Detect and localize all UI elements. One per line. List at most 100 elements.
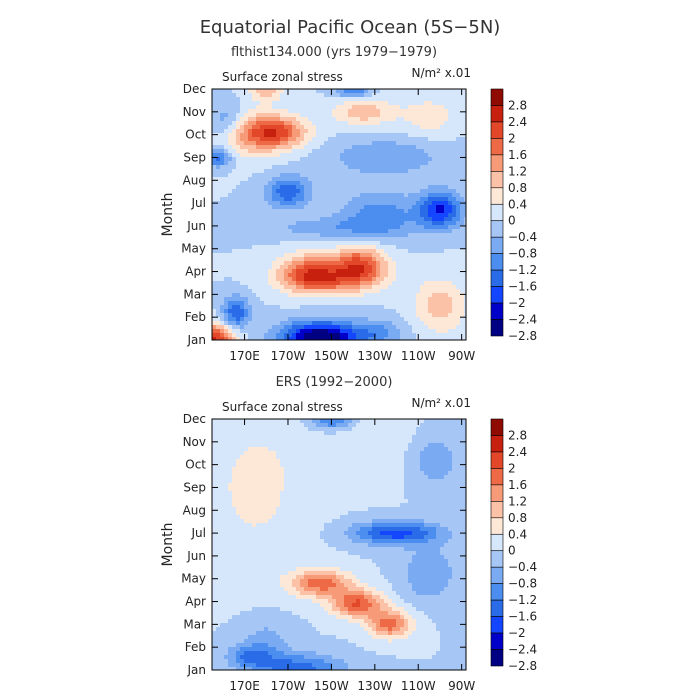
- field-cell: [348, 161, 353, 166]
- field-cell: [316, 201, 321, 206]
- field-cell: [336, 257, 341, 262]
- field-cell: [392, 305, 397, 310]
- field-cell: [308, 93, 313, 98]
- field-cell: [216, 233, 221, 238]
- field-cell: [248, 455, 253, 460]
- field-cell: [416, 169, 421, 174]
- y-tick-label: Sep: [183, 150, 206, 164]
- field-cell: [216, 217, 221, 222]
- field-cell: [372, 109, 377, 114]
- field-cell: [416, 221, 421, 226]
- field-cell: [448, 97, 453, 102]
- field-cell: [248, 253, 253, 258]
- field-cell: [224, 269, 229, 274]
- field-cell: [260, 273, 265, 278]
- field-cell: [260, 225, 265, 230]
- field-cell: [360, 435, 365, 440]
- field-cell: [292, 293, 297, 298]
- field-cell: [312, 109, 317, 114]
- field-cell: [336, 225, 341, 230]
- field-cell: [432, 141, 437, 146]
- field-cell: [372, 137, 377, 142]
- field-cell: [464, 257, 467, 262]
- field-cell: [232, 141, 237, 146]
- field-cell: [328, 261, 333, 266]
- field-cell: [232, 317, 237, 322]
- field-cell: [416, 201, 421, 206]
- field-cell: [284, 181, 289, 186]
- field-cell: [308, 133, 313, 138]
- field-cell: [368, 205, 373, 210]
- field-cell: [292, 133, 297, 138]
- field-cell: [380, 101, 385, 106]
- field-cell: [332, 89, 337, 94]
- colorbar-label: −2.8: [508, 329, 537, 343]
- field-cell: [212, 93, 217, 98]
- field-cell: [460, 253, 465, 258]
- field-cell: [296, 197, 301, 202]
- field-cell: [440, 173, 445, 178]
- field-cell: [452, 237, 457, 242]
- field-cell: [344, 329, 349, 334]
- field-cell: [428, 431, 433, 436]
- field-cell: [256, 305, 261, 310]
- field-cell: [300, 443, 305, 448]
- field-cell: [308, 305, 313, 310]
- field-cell: [292, 265, 297, 270]
- field-cell: [244, 253, 249, 258]
- field-cell: [432, 265, 437, 270]
- field-cell: [356, 289, 361, 294]
- field-cell: [256, 129, 261, 134]
- field-cell: [280, 185, 285, 190]
- field-cell: [232, 281, 237, 286]
- field-cell: [388, 181, 393, 186]
- field-cell: [308, 221, 313, 226]
- field-cell: [248, 93, 253, 98]
- field-cell: [308, 241, 313, 246]
- field-cell: [232, 301, 237, 306]
- field-cell: [276, 467, 281, 472]
- field-cell: [420, 141, 425, 146]
- field-cell: [360, 337, 365, 341]
- field-cell: [408, 93, 413, 98]
- field-cell: [428, 333, 433, 338]
- field-cell: [336, 435, 341, 440]
- field-cell: [244, 201, 249, 206]
- field-cell: [268, 221, 273, 226]
- field-cell: [216, 105, 221, 110]
- field-cell: [360, 455, 365, 460]
- field-cell: [452, 427, 457, 432]
- field-cell: [224, 129, 229, 134]
- field-cell: [256, 273, 261, 278]
- field-cell: [460, 113, 465, 118]
- field-cell: [260, 281, 265, 286]
- field-cell: [388, 431, 393, 436]
- field-cell: [392, 309, 397, 314]
- field-cell: [356, 305, 361, 310]
- field-cell: [292, 205, 297, 210]
- field-cell: [460, 305, 465, 310]
- field-cell: [276, 293, 281, 298]
- field-cell: [420, 285, 425, 290]
- field-cell: [448, 217, 453, 222]
- field-cell: [320, 277, 325, 282]
- field-cell: [320, 229, 325, 234]
- field-cell: [396, 225, 401, 230]
- field-cell: [296, 233, 301, 238]
- field-cell: [324, 201, 329, 206]
- field-cell: [268, 277, 273, 282]
- field-cell: [296, 245, 301, 250]
- field-cell: [216, 201, 221, 206]
- field-cell: [452, 229, 457, 234]
- field-cell: [236, 451, 241, 456]
- field-cell: [304, 439, 309, 444]
- field-cell: [464, 133, 467, 138]
- field-cell: [396, 201, 401, 206]
- field-cell: [392, 185, 397, 190]
- field-cell: [324, 265, 329, 270]
- field-cell: [252, 169, 257, 174]
- field-cell: [464, 423, 467, 428]
- field-cell: [404, 217, 409, 222]
- field-cell: [344, 209, 349, 214]
- field-cell: [232, 89, 237, 94]
